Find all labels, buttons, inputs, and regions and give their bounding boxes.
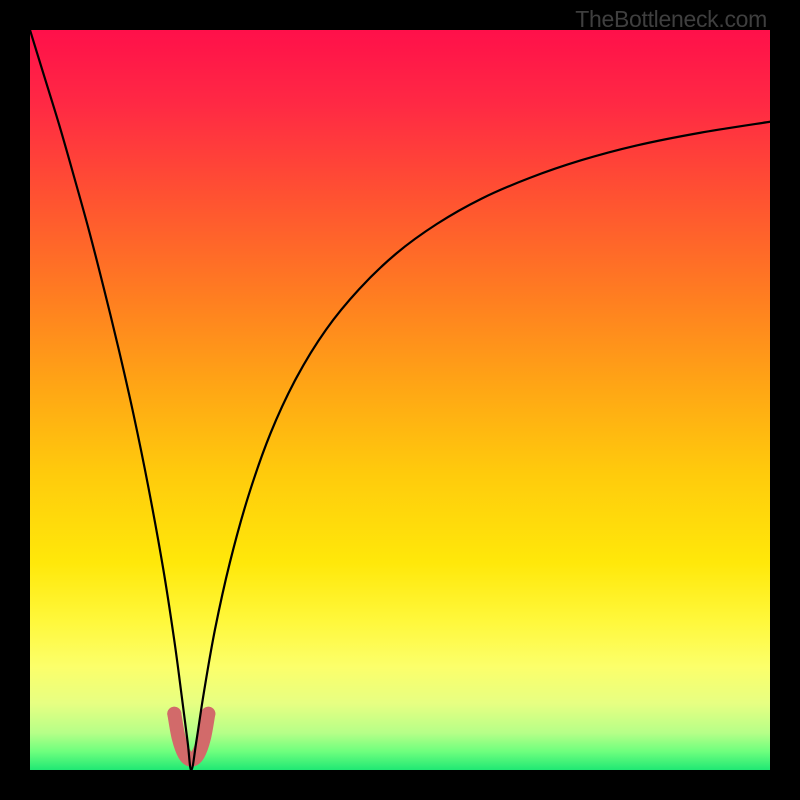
plot-svg: [30, 30, 770, 770]
valley-marker-endpoint: [201, 707, 215, 721]
valley-marker-endpoint: [167, 707, 181, 721]
watermark-text: TheBottleneck.com: [575, 6, 767, 33]
plot-area: [30, 30, 770, 770]
